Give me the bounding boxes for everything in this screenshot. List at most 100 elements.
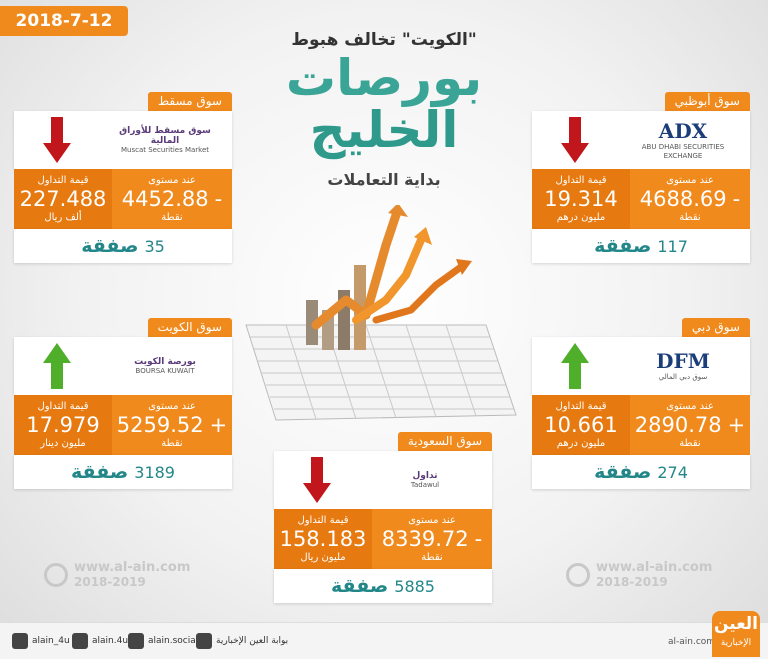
deals-count: 117 — [657, 236, 688, 256]
card-header: سوق مسقط للأوراق المالية Muscat Securitie… — [14, 111, 232, 169]
trade-box: قيمة التداول 10.661 مليون درهم — [532, 395, 630, 455]
logo-text: Tadawul — [410, 481, 440, 490]
logo-text: بورصة الكويت — [134, 356, 196, 367]
market-card: سوق أبوظبي ADX ABU DHABI SECURITIES EXCHAN… — [532, 92, 750, 264]
trade-value: 17.979 — [26, 412, 100, 437]
watermark-site: www.al-ain.com — [596, 560, 713, 575]
logo-text: Muscat Securities Market — [120, 146, 210, 155]
figures: عند مستوى -4688.69 نقطة قيمة التداول 19.314 م… — [532, 169, 750, 229]
trade-unit: مليون درهم — [556, 437, 606, 449]
title-line: الخليج — [309, 101, 459, 159]
level-value-row: +5259.52 — [117, 413, 227, 438]
trade-box: قيمة التداول 158.183 مليون ريال — [274, 509, 372, 569]
watermark-site: www.al-ain.com — [74, 560, 191, 575]
social-icon — [72, 633, 88, 649]
trend-arrow — [43, 117, 71, 163]
subtitle: بداية التعاملات — [327, 170, 441, 189]
social-icon — [12, 633, 28, 649]
trade-box: قيمة التداول 19.314 مليون درهم — [532, 169, 630, 229]
exchange-logo: سوق مسقط للأوراق المالية Muscat Securitie… — [106, 117, 224, 163]
level-value-row: -4452.88 — [122, 187, 222, 212]
logo-text: سوق مسقط للأوراق المالية — [119, 125, 211, 146]
trend-arrow — [561, 117, 589, 163]
deals-row: 117 صفقة — [532, 229, 750, 263]
deals-row: 3189 صفقة — [14, 455, 232, 489]
logo-text: سوق دبي المالي — [658, 373, 708, 382]
card-header: بورصة الكويت BOURSA KUWAIT — [14, 337, 232, 395]
market-card: سوق السعودية تداول Tadawul عند مستوى -8339.7… — [274, 432, 492, 604]
figures: عند مستوى -4452.88 نقطة قيمة التداول 227.488… — [14, 169, 232, 229]
deals-count: 3189 — [134, 462, 175, 482]
trend-arrow — [303, 457, 331, 503]
arrow-shape — [561, 117, 589, 163]
level-box: عند مستوى -4452.88 نقطة — [112, 169, 232, 229]
exchange-logo: DFM سوق دبي المالي — [624, 343, 742, 389]
watermark-text: www.al-ain.com 2018-2019 — [596, 560, 712, 589]
level-sign: - — [214, 186, 223, 211]
watermark-text: www.al-ain.com 2018-2019 — [74, 560, 190, 589]
level-label: عند مستوى — [148, 400, 196, 412]
deals-row: 5885 صفقة — [274, 569, 492, 603]
social-link: alain_4u — [12, 633, 70, 649]
trade-value: 227.488 — [19, 186, 107, 211]
trade-unit: مليون دينار — [40, 437, 86, 449]
deals-count: 35 — [144, 236, 165, 256]
figures: عند مستوى -8339.72 نقطة قيمة التداول 158.183… — [274, 509, 492, 569]
trade-unit: مليون درهم — [556, 211, 606, 223]
grid-lines — [250, 324, 514, 420]
logo-text: تداول — [412, 470, 438, 481]
arrow-shape — [561, 343, 589, 389]
level-box: عند مستوى +2890.78 نقطة — [630, 395, 750, 455]
trend-arrow — [43, 343, 71, 389]
social-handle: alain.4u — [92, 636, 129, 646]
brand-name: العين — [713, 614, 759, 634]
level-unit: نقطة — [161, 211, 183, 223]
level-box: عند مستوى -8339.72 نقطة — [372, 509, 492, 569]
level-unit: نقطة — [679, 211, 701, 223]
level-value: 5259.52 — [116, 412, 204, 437]
level-box: عند مستوى -4688.69 نقطة — [630, 169, 750, 229]
exchange-logo: تداول Tadawul — [366, 457, 484, 503]
deals-label: صفقة — [81, 235, 139, 257]
level-unit: نقطة — [421, 551, 443, 563]
footer: al-ain.com العين الإخبارية alain_4u alain… — [0, 611, 768, 659]
trend-arrows — [311, 205, 472, 330]
deals-row: 35 صفقة — [14, 229, 232, 263]
social-handle: بوابة العين الإخبارية — [216, 636, 289, 646]
social-handle: alain.social — [148, 636, 199, 646]
trade-box: قيمة التداول 227.488 ألف ريال — [14, 169, 112, 229]
social-link: alain.4u — [72, 633, 128, 649]
deals-label: صفقة — [71, 461, 129, 483]
social-link: alain.social — [128, 633, 198, 649]
deals-label: صفقة — [594, 235, 652, 257]
deals-count: 274 — [657, 462, 688, 482]
arrow-shape — [43, 117, 71, 163]
trend-arrow — [561, 343, 589, 389]
level-value: 2890.78 — [634, 412, 722, 437]
exchange-logo: بورصة الكويت BOURSA KUWAIT — [106, 343, 224, 389]
trade-value: 19.314 — [544, 186, 618, 211]
date-badge: 2018-7-12 — [0, 6, 128, 36]
brand-sub: الإخبارية — [720, 638, 752, 648]
card-header: DFM سوق دبي المالي — [532, 337, 750, 395]
market-name: سوق الكويت — [147, 318, 232, 337]
trade-label: قيمة التداول — [37, 400, 89, 412]
level-unit: نقطة — [161, 437, 183, 449]
deals-label: صفقة — [331, 575, 389, 597]
title-line: بورصات — [285, 49, 483, 107]
level-value: 4452.88 — [121, 186, 209, 211]
deals-row: 274 صفقة — [532, 455, 750, 489]
market-name: سوق السعودية — [397, 432, 492, 451]
level-unit: نقطة — [679, 437, 701, 449]
arrow-shape — [303, 457, 331, 503]
brand-logo: العين الإخبارية — [712, 611, 760, 657]
deals-count: 5885 — [394, 576, 435, 596]
site-url: al-ain.com — [668, 637, 716, 647]
trade-label: قيمة التداول — [555, 174, 607, 186]
watermark: www.al-ain.com 2018-2019 — [44, 560, 190, 589]
chart-illustration — [245, 205, 517, 421]
kicker: "الكويت" تخالف هبوط — [291, 30, 477, 50]
level-sign: - — [732, 186, 741, 211]
bars — [306, 265, 366, 350]
